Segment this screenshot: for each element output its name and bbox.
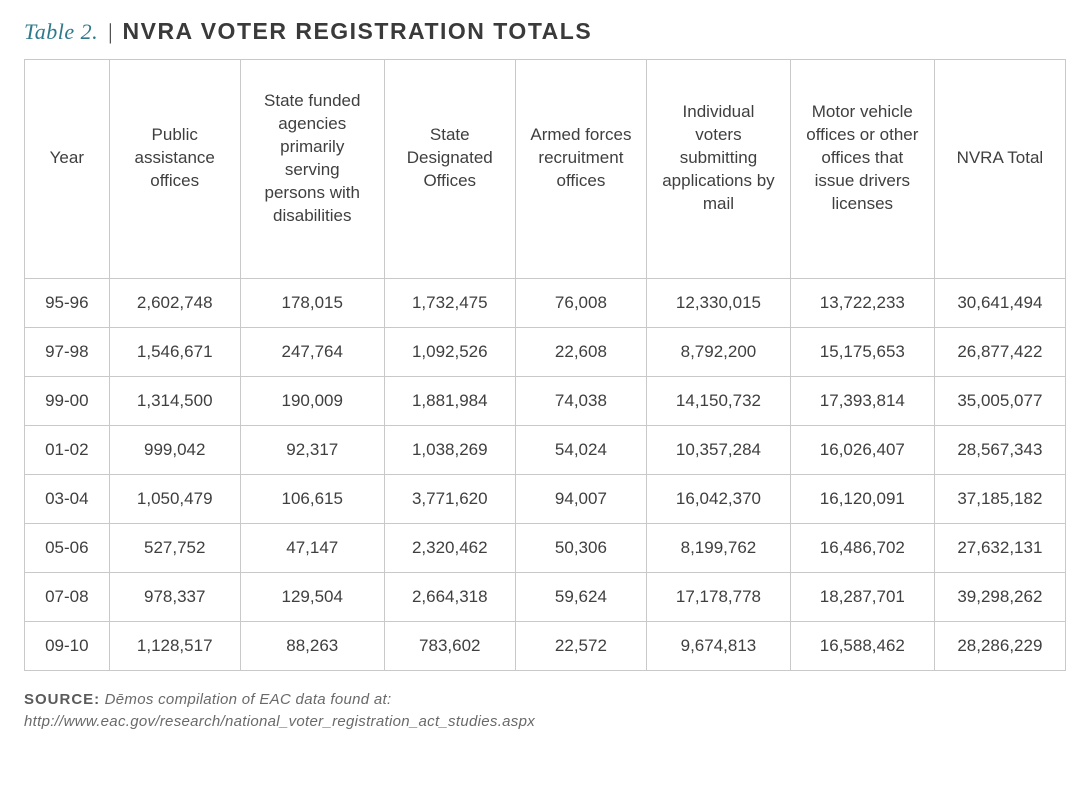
value-cell: 88,263 bbox=[240, 621, 384, 670]
value-cell: 37,185,182 bbox=[934, 474, 1065, 523]
column-header: State funded agencies primarily serving … bbox=[240, 60, 384, 279]
value-cell: 783,602 bbox=[384, 621, 515, 670]
value-cell: 74,038 bbox=[515, 376, 646, 425]
value-cell: 106,615 bbox=[240, 474, 384, 523]
value-cell: 30,641,494 bbox=[934, 278, 1065, 327]
column-header: Year bbox=[25, 60, 110, 279]
table-number-label: Table 2. bbox=[24, 19, 98, 45]
value-cell: 527,752 bbox=[109, 523, 240, 572]
value-cell: 1,092,526 bbox=[384, 327, 515, 376]
value-cell: 2,664,318 bbox=[384, 572, 515, 621]
value-cell: 13,722,233 bbox=[790, 278, 934, 327]
column-header: State Designated Offices bbox=[384, 60, 515, 279]
value-cell: 16,026,407 bbox=[790, 425, 934, 474]
column-header: Public assistance offices bbox=[109, 60, 240, 279]
value-cell: 1,050,479 bbox=[109, 474, 240, 523]
value-cell: 1,881,984 bbox=[384, 376, 515, 425]
value-cell: 1,038,269 bbox=[384, 425, 515, 474]
table-row: 03-041,050,479106,6153,771,62094,00716,0… bbox=[25, 474, 1066, 523]
value-cell: 47,147 bbox=[240, 523, 384, 572]
value-cell: 999,042 bbox=[109, 425, 240, 474]
table-row: 99-001,314,500190,0091,881,98474,03814,1… bbox=[25, 376, 1066, 425]
value-cell: 16,120,091 bbox=[790, 474, 934, 523]
table-row: 09-101,128,51788,263783,60222,5729,674,8… bbox=[25, 621, 1066, 670]
value-cell: 2,320,462 bbox=[384, 523, 515, 572]
year-cell: 09-10 bbox=[25, 621, 110, 670]
value-cell: 8,199,762 bbox=[647, 523, 791, 572]
value-cell: 76,008 bbox=[515, 278, 646, 327]
source-note: SOURCE: Dēmos compilation of EAC data fo… bbox=[24, 689, 1066, 734]
value-cell: 1,314,500 bbox=[109, 376, 240, 425]
value-cell: 178,015 bbox=[240, 278, 384, 327]
source-url: http://www.eac.gov/research/national_vot… bbox=[24, 713, 535, 730]
value-cell: 22,572 bbox=[515, 621, 646, 670]
year-cell: 95-96 bbox=[25, 278, 110, 327]
value-cell: 16,486,702 bbox=[790, 523, 934, 572]
value-cell: 129,504 bbox=[240, 572, 384, 621]
caption-divider: | bbox=[108, 19, 112, 45]
value-cell: 59,624 bbox=[515, 572, 646, 621]
column-header: Motor vehicle offices or other offices t… bbox=[790, 60, 934, 279]
value-cell: 978,337 bbox=[109, 572, 240, 621]
table-row: 95-962,602,748178,0151,732,47576,00812,3… bbox=[25, 278, 1066, 327]
table-caption-row: Table 2. | NVRA VOTER REGISTRATION TOTAL… bbox=[24, 18, 1066, 45]
value-cell: 28,567,343 bbox=[934, 425, 1065, 474]
column-header: Individual voters submitting application… bbox=[647, 60, 791, 279]
value-cell: 22,608 bbox=[515, 327, 646, 376]
table-header-row: YearPublic assistance officesState funde… bbox=[25, 60, 1066, 279]
value-cell: 18,287,701 bbox=[790, 572, 934, 621]
value-cell: 1,732,475 bbox=[384, 278, 515, 327]
year-cell: 99-00 bbox=[25, 376, 110, 425]
value-cell: 17,178,778 bbox=[647, 572, 791, 621]
table-row: 97-981,546,671247,7641,092,52622,6088,79… bbox=[25, 327, 1066, 376]
value-cell: 54,024 bbox=[515, 425, 646, 474]
nvra-totals-table: YearPublic assistance officesState funde… bbox=[24, 59, 1066, 671]
value-cell: 35,005,077 bbox=[934, 376, 1065, 425]
value-cell: 15,175,653 bbox=[790, 327, 934, 376]
year-cell: 07-08 bbox=[25, 572, 110, 621]
value-cell: 3,771,620 bbox=[384, 474, 515, 523]
column-header: NVRA Total bbox=[934, 60, 1065, 279]
value-cell: 9,674,813 bbox=[647, 621, 791, 670]
value-cell: 247,764 bbox=[240, 327, 384, 376]
source-text: Dēmos compilation of EAC data found at: bbox=[105, 691, 392, 708]
value-cell: 16,588,462 bbox=[790, 621, 934, 670]
value-cell: 1,546,671 bbox=[109, 327, 240, 376]
value-cell: 14,150,732 bbox=[647, 376, 791, 425]
value-cell: 27,632,131 bbox=[934, 523, 1065, 572]
year-cell: 01-02 bbox=[25, 425, 110, 474]
year-cell: 05-06 bbox=[25, 523, 110, 572]
value-cell: 10,357,284 bbox=[647, 425, 791, 474]
table-row: 07-08978,337129,5042,664,31859,62417,178… bbox=[25, 572, 1066, 621]
year-cell: 97-98 bbox=[25, 327, 110, 376]
value-cell: 92,317 bbox=[240, 425, 384, 474]
table-row: 01-02999,04292,3171,038,26954,02410,357,… bbox=[25, 425, 1066, 474]
year-cell: 03-04 bbox=[25, 474, 110, 523]
value-cell: 17,393,814 bbox=[790, 376, 934, 425]
source-label: SOURCE: bbox=[24, 691, 100, 708]
table-row: 05-06527,75247,1472,320,46250,3068,199,7… bbox=[25, 523, 1066, 572]
value-cell: 50,306 bbox=[515, 523, 646, 572]
value-cell: 16,042,370 bbox=[647, 474, 791, 523]
value-cell: 190,009 bbox=[240, 376, 384, 425]
value-cell: 12,330,015 bbox=[647, 278, 791, 327]
value-cell: 39,298,262 bbox=[934, 572, 1065, 621]
value-cell: 2,602,748 bbox=[109, 278, 240, 327]
value-cell: 1,128,517 bbox=[109, 621, 240, 670]
table-title: NVRA VOTER REGISTRATION TOTALS bbox=[123, 18, 593, 45]
value-cell: 8,792,200 bbox=[647, 327, 791, 376]
value-cell: 28,286,229 bbox=[934, 621, 1065, 670]
column-header: Armed forces recruitment offices bbox=[515, 60, 646, 279]
value-cell: 26,877,422 bbox=[934, 327, 1065, 376]
value-cell: 94,007 bbox=[515, 474, 646, 523]
